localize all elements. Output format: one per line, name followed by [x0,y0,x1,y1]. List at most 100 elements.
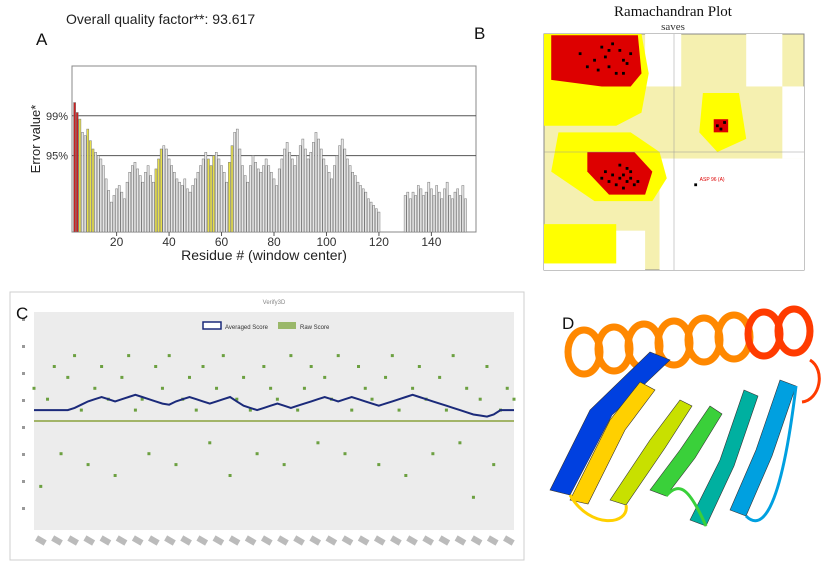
rama-point [603,55,607,59]
chart-a-bar [115,188,118,233]
chart-a-bar [243,175,247,233]
chart-a-bar [165,148,168,233]
chart-a-bar [191,185,194,233]
chart-a-bar [291,158,294,233]
chart-a-bar [228,162,231,233]
score-xtick [51,535,63,546]
score-xtick [486,535,499,546]
helix-coil [774,305,814,357]
rama-point [614,71,618,75]
chart-a-xtick-label: 20 [110,235,124,249]
chart-a-bar [91,148,95,233]
chart-a-bar [204,152,208,233]
raw-score-point [343,452,347,456]
chart-a-bar [361,188,365,233]
score-plot: Verify3D Averaged Score Raw Score [9,291,525,561]
raw-score-point [167,354,171,358]
rama-region-disallowed [746,34,783,87]
raw-score-point [289,354,293,358]
rama-point [629,52,633,56]
chart-a-bar [207,158,210,233]
loop-segment [664,487,708,527]
chart-a-bar [448,195,452,233]
chart-a-bar [154,168,158,233]
chart-a-bar [123,198,126,233]
chart-a-bar [280,158,284,233]
raw-score-point [79,408,83,412]
loop-segment [568,494,628,523]
chart-a-bar [458,195,462,233]
chart-a-xtick-label: 140 [421,235,441,249]
raw-score-point [363,386,367,390]
chart-a-bar [183,178,187,233]
raw-score-point [52,365,56,368]
raw-score-point [451,354,455,358]
score-xtick [83,535,96,546]
score-ytick [22,318,25,321]
chart-a-title: Overall quality factor**: 93.617 [66,11,255,27]
rama-region-disallowed [782,86,804,159]
rama-point [603,170,607,174]
chart-a-bar [146,165,150,233]
raw-score-point [187,375,191,379]
score-xtick [390,535,402,546]
chart-a-bar [128,171,132,233]
chart-a-bar [199,165,202,233]
chart-a-bar [235,128,239,233]
chart-a-bar [322,158,326,233]
chart-a-bar [419,188,423,233]
score-xtick [196,535,209,546]
score-ytick [22,399,25,402]
rama-point [600,176,604,180]
chart-a-bar [296,155,299,233]
rama-point [715,124,719,128]
raw-score-point [262,365,266,368]
chart-a-bar [411,191,415,233]
chart-a-bar [141,181,145,233]
raw-score-point [248,408,252,412]
legend-raw-swatch [278,322,296,329]
score-ytick [22,372,25,375]
rama-region-core [551,35,642,87]
score-xtick [454,535,467,546]
rama-point [625,180,629,183]
panel-d-ribbon-structure: D [530,290,834,564]
raw-score-point [411,386,415,390]
chart-a-bar [120,191,124,233]
panel-letter-d: D [562,314,575,333]
chart-a-bar [262,165,265,233]
chart-a-bar [99,158,103,233]
raw-score-point [390,354,394,358]
raw-score-point [478,397,482,401]
chart-a-bar [107,190,111,233]
chart-a-bar [102,165,105,233]
score-ytick [22,507,25,510]
chart-a-bar [377,211,381,233]
chart-a-bar [319,148,323,233]
chart-a-bar [173,171,176,233]
rama-point [723,121,726,124]
chart-a-bar [86,128,90,233]
panel-c-score-plot: C Verify3D Averaged Score Raw Score [0,290,530,564]
chart-a-bar [152,181,155,233]
raw-score-point [93,386,97,390]
chart-a-bar [110,201,113,233]
raw-score-point [269,386,273,390]
raw-score-point [296,408,300,412]
score-xtick [470,535,483,546]
raw-score-point [221,354,225,358]
score-xtick [357,535,370,546]
chart-a-bar [327,171,331,233]
rama-point [593,58,596,62]
chart-a-bar [437,191,441,233]
rama-subtitle: saves [661,21,685,33]
chart-a-bar [283,148,286,233]
chart-a-bar [267,165,271,233]
chart-a-bar [451,198,454,233]
chart-a-bar [133,162,137,233]
raw-score-point [377,463,381,467]
score-xtick [373,535,386,546]
chart-a-bar [83,135,87,233]
chart-a-bar [175,178,179,233]
score-xtick [99,535,112,546]
